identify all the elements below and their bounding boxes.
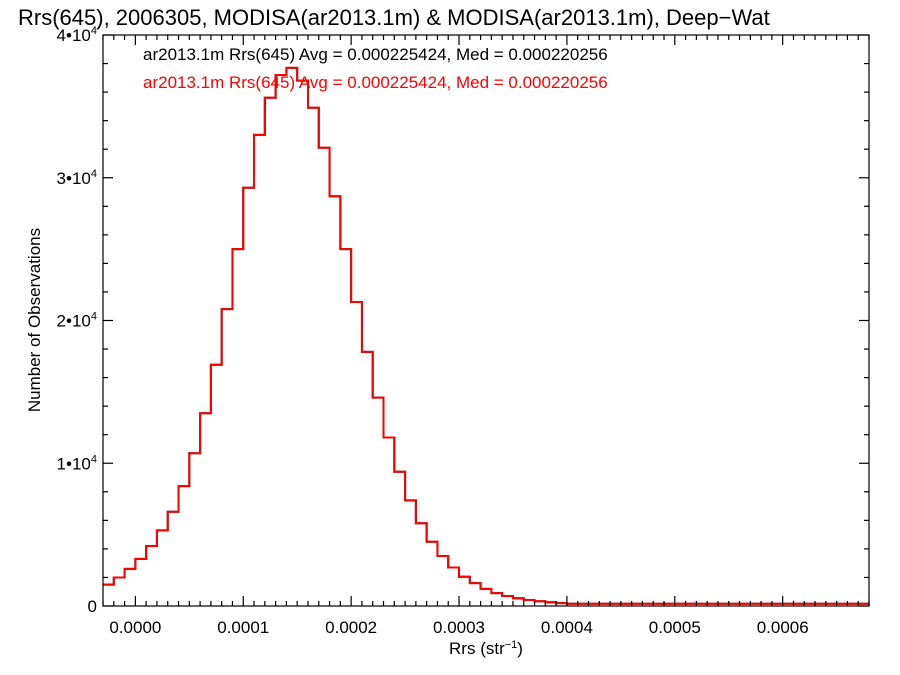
x-tick-label: 0.0004: [541, 618, 593, 637]
y-tick-label: 0: [88, 597, 97, 616]
y-tick-label: 1•104: [57, 453, 97, 473]
series-layer: [103, 66, 869, 605]
histogram-series-black: [103, 66, 869, 605]
histogram-series-red: [103, 66, 869, 605]
chart-title: Rrs(645), 2006305, MODISA(ar2013.1m) & M…: [18, 5, 770, 30]
y-tick-label: 4•104: [57, 25, 97, 45]
x-axis-label: Rrs (str−1): [449, 639, 523, 658]
y-tick-label: 2•104: [57, 311, 97, 331]
x-axis-label-exponent: −1: [505, 639, 518, 651]
legend-entry-black: ar2013.1m Rrs(645) Avg = 0.000225424, Me…: [143, 45, 608, 64]
y-tick-label: 3•104: [57, 168, 97, 188]
x-axis-label-end: ): [517, 639, 523, 658]
plot-frame: [102, 34, 870, 607]
ticks-layer: 0.0000 0.0001 0.0002 0.0003 0.0004 0.0005 0.00…: [57, 25, 870, 637]
x-tick-label: 0.0000: [109, 618, 161, 637]
x-tick-label: 0.0005: [649, 618, 701, 637]
x-tick-label: 0.0001: [217, 618, 269, 637]
x-axis-label-base: Rrs (str: [449, 639, 505, 658]
legend-entry-red: ar2013.1m Rrs(645) Avg = 0.000225424, Me…: [143, 73, 608, 92]
x-tick-label: 0.0006: [757, 618, 809, 637]
x-tick-label: 0.0002: [325, 618, 377, 637]
x-tick-label: 0.0003: [433, 618, 485, 637]
y-axis-label: Number of Observations: [25, 228, 44, 412]
